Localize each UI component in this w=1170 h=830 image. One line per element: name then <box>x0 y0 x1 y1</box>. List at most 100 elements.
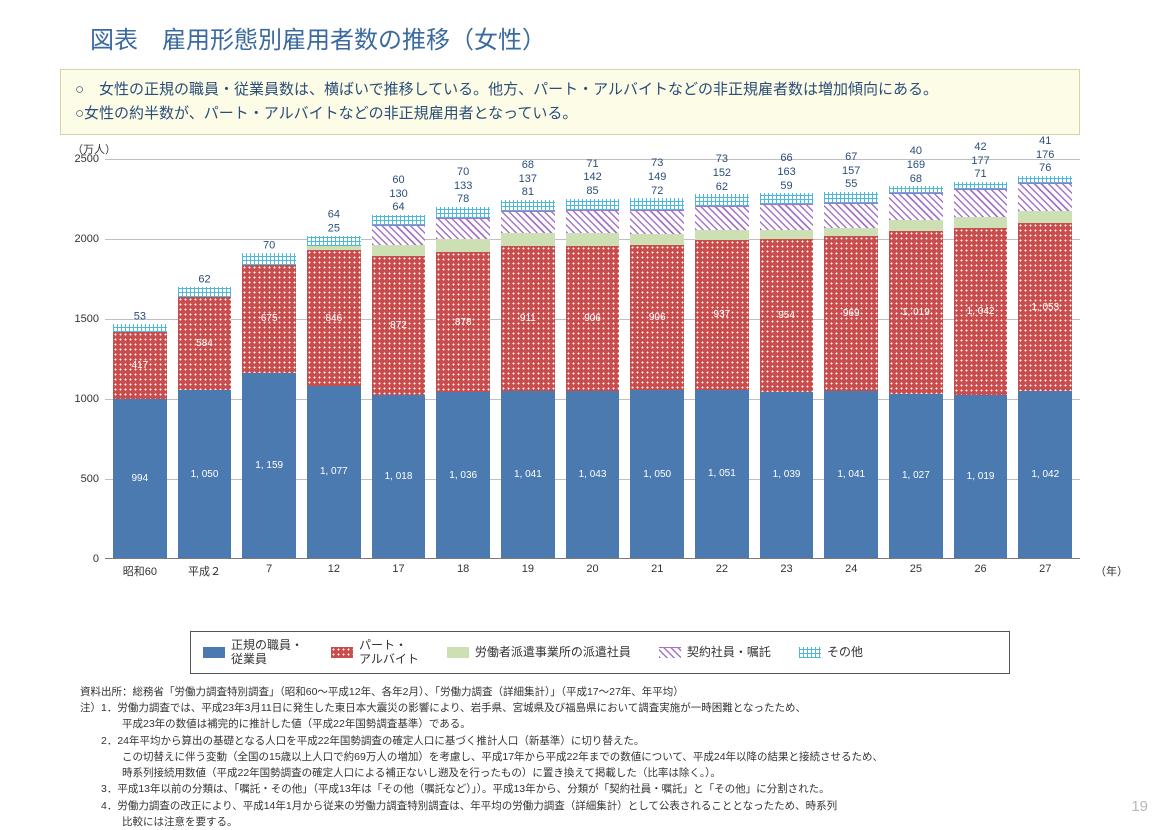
bar-top-labels: 53 <box>134 310 146 324</box>
segment-value-label: 911 <box>520 313 536 324</box>
bar-segment-haken <box>630 234 684 246</box>
bar-segment-haken <box>824 228 878 237</box>
bar-segment-sonota <box>242 253 296 264</box>
y-tick-label: 1000 <box>65 393 99 405</box>
bar-top-labels: 70 <box>263 240 275 254</box>
bar-column: 1, 0368787013378 <box>436 207 490 558</box>
bar-segment-sonota <box>307 236 361 246</box>
bar-segment-seiki: 994 <box>113 399 167 558</box>
footnote-line: 時系列接続用数値（平成22年国勢調査の確定人口による補正ないし遡及を行ったもの）… <box>80 765 1110 781</box>
segment-value-label: 417 <box>131 360 148 371</box>
footnote-line: 4．労働力調査の改正により、平成14年1月から従来の労働力調査特別調査は、年平均… <box>80 798 1110 814</box>
bar-segment-part: 417 <box>113 332 167 399</box>
bar-column: 1, 05058462 <box>178 287 232 558</box>
bar-column: 1, 0188726013064 <box>372 215 426 558</box>
plot-area: 05001000150020002500994417531, 050584621… <box>105 159 1080 559</box>
x-tick-label: 21 <box>630 563 684 579</box>
legend-swatch <box>659 647 681 658</box>
bar-segment-haken <box>1018 211 1072 223</box>
bar-segment-sonota <box>824 192 878 203</box>
bar-segment-sonota <box>1018 176 1072 183</box>
bar-segment-haken <box>954 217 1008 228</box>
bar-segment-part: 906 <box>566 246 620 391</box>
x-tick-label: 27 <box>1018 563 1072 579</box>
legend-label: 正規の職員・ 従業員 <box>231 638 303 667</box>
bar-top-labels: 7114285 <box>583 157 601 198</box>
bar-segment-sonota <box>372 215 426 225</box>
segment-value-label: 675 <box>261 313 278 324</box>
legend-swatch <box>331 647 353 658</box>
y-tick-label: 0 <box>65 553 99 565</box>
bar-top-labels: 7314972 <box>648 157 666 198</box>
bar-segment-haken <box>372 245 426 255</box>
bar-column: 1, 0191, 0424217771 <box>954 182 1008 558</box>
segment-value-label: 846 <box>326 313 343 324</box>
bar-segment-keiyaku <box>501 211 555 233</box>
bar-segment-sonota <box>695 194 749 206</box>
legend-item: 正規の職員・ 従業員 <box>203 638 303 667</box>
bar-segment-keiyaku <box>889 193 943 220</box>
segment-value-label: 1, 050 <box>643 469 671 480</box>
bar-segment-sonota <box>178 287 232 297</box>
bar-segment-seiki: 1, 041 <box>824 391 878 558</box>
y-tick-label: 2000 <box>65 233 99 245</box>
bar-column: 1, 0419696715755 <box>824 192 878 558</box>
bar-top-labels: 6813781 <box>519 159 537 200</box>
bar-segment-part: 1, 042 <box>954 228 1008 395</box>
x-tick-label: 25 <box>889 563 943 579</box>
segment-value-label: 1, 077 <box>320 466 348 477</box>
bar-segment-haken <box>889 220 943 231</box>
x-tick-label: 19 <box>501 563 555 579</box>
legend-swatch <box>799 647 821 658</box>
segment-value-label: 1, 036 <box>449 470 477 481</box>
segment-value-label: 937 <box>714 309 731 320</box>
x-axis-title: （年） <box>1095 563 1128 579</box>
bar-segment-seiki: 1, 041 <box>501 391 555 558</box>
x-tick-label: 17 <box>372 563 426 579</box>
segment-value-label: 1, 051 <box>708 468 736 479</box>
segment-value-label: 872 <box>390 320 407 331</box>
bar-segment-seiki: 1, 042 <box>1018 391 1072 558</box>
bar-segment-part: 872 <box>372 256 426 396</box>
bar-column: 1, 0509067314972 <box>630 198 684 558</box>
x-axis-labels: 昭和60平成２7121718192021222324252627 <box>105 563 1080 579</box>
bar-segment-sonota <box>436 207 490 218</box>
segment-value-label: 1, 041 <box>837 469 865 480</box>
segment-value-label: 1, 159 <box>255 460 283 471</box>
bar-segment-part: 1, 019 <box>889 231 943 394</box>
bar-segment-part: 675 <box>242 265 296 373</box>
x-tick-label: 20 <box>566 563 620 579</box>
bar-segment-part: 969 <box>824 236 878 391</box>
legend-item: 労働者派遣事業所の派遣社員 <box>447 645 631 659</box>
x-tick-label: 昭和60 <box>113 563 167 579</box>
y-tick-label: 2500 <box>65 153 99 165</box>
bar-top-labels: 6013064 <box>389 174 407 215</box>
bar-segment-haken <box>760 230 814 239</box>
bar-segment-keiyaku <box>1018 183 1072 211</box>
bar-top-labels: 7315262 <box>713 153 731 194</box>
footnote-line: 注）1．労働力調査では、平成23年3月11日に発生した東日本大震災の影響により、… <box>80 700 1110 716</box>
segment-value-label: 584 <box>196 338 213 349</box>
page-number: 19 <box>1131 798 1148 815</box>
bar-segment-part: 911 <box>501 246 555 392</box>
legend-label: その他 <box>827 645 863 659</box>
bar-segment-sonota <box>760 193 814 204</box>
bar-column: 1, 0439067114285 <box>566 199 620 559</box>
legend-item: 契約社員・嘱託 <box>659 645 771 659</box>
segment-value-label: 1, 039 <box>773 469 801 480</box>
legend: 正規の職員・ 従業員パート・ アルバイト労働者派遣事業所の派遣社員契約社員・嘱託… <box>190 631 1010 674</box>
footnote-line: 平成23年の数値は補完的に推計した値（平成22年国勢調査基準）である。 <box>80 716 1110 732</box>
segment-value-label: 1, 018 <box>385 471 413 482</box>
bar-segment-part: 878 <box>436 252 490 392</box>
bar-segment-seiki: 1, 027 <box>889 394 943 558</box>
bar-segment-keiyaku <box>566 210 620 233</box>
segment-value-label: 906 <box>649 312 666 323</box>
segment-value-label: 1, 053 <box>1031 302 1059 313</box>
callout-line: ○女性の約半数が、パート・アルバイトなどの非正規雇用者となっている。 <box>75 102 1065 126</box>
segment-value-label: 994 <box>131 473 148 484</box>
bar-segment-sonota <box>501 200 555 211</box>
bar-segment-sonota <box>113 324 167 332</box>
segment-value-label: 906 <box>584 313 601 324</box>
bar-top-labels: 7013378 <box>454 166 472 207</box>
bar-segment-haken <box>436 239 490 251</box>
